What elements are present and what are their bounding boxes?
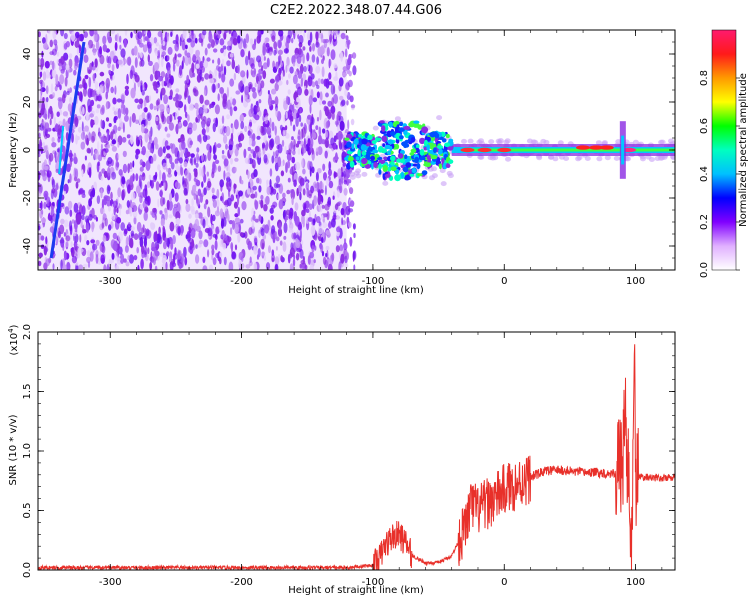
snr-y-tick-label: 2.0 xyxy=(22,324,33,340)
colorbar-frame xyxy=(711,29,737,271)
snr-x-tick-label: 0 xyxy=(501,577,507,588)
spectrogram-y-tick-label: -40 xyxy=(22,238,33,254)
main-spectral-band xyxy=(344,115,675,187)
spectrogram-xlabel: Height of straight line (km) xyxy=(288,285,424,296)
colorbar-gradient xyxy=(712,30,736,270)
spectrogram-x-tick-label: -300 xyxy=(99,276,122,287)
spectrogram-x-tick-label: 0 xyxy=(501,276,507,287)
colorbar-tick-label: 0.2 xyxy=(699,214,710,230)
snr-yscale-label: (x104) xyxy=(7,324,20,355)
snr-ticks: -300 -200 -100 0 100 0.0 0.5 1.0 1.5 2.0 xyxy=(22,324,675,588)
spectrogram-y-tick-label: -20 xyxy=(22,190,33,206)
spectrogram-y-tick-label: 40 xyxy=(22,48,33,61)
snr-y-tick-label: 0.0 xyxy=(22,562,33,578)
snr-x-tick-label: 100 xyxy=(626,577,645,588)
snr-yscale-base: (x10 xyxy=(9,333,20,356)
spectrogram-y-tick-label: 0 xyxy=(22,147,33,153)
snr-ylabel: SNR (10 * v/v) xyxy=(8,414,19,485)
snr-yscale-exp: 4 xyxy=(7,328,15,333)
snr-x-tick-label: -200 xyxy=(230,577,253,588)
colorbar-tick-label: 0.8 xyxy=(699,70,710,86)
snr-y-tick-label: 0.5 xyxy=(22,503,33,519)
colorbar: 0.0 0.2 0.4 0.6 0.8 Normalized spectral ampl… xyxy=(699,29,749,278)
colorbar-label: Normalized spectral amplitude xyxy=(738,73,749,227)
svg-text:(x104): (x104) xyxy=(7,324,20,355)
snr-panel: -300 -200 -100 0 100 0.0 0.5 1.0 1.5 2.0 Height o… xyxy=(7,324,676,596)
spectrogram-x-tick-label: -100 xyxy=(362,276,385,287)
noise-speckle xyxy=(38,30,357,270)
colorbar-tick-label: 0.6 xyxy=(699,118,710,134)
snr-x-tick-label: -300 xyxy=(99,577,122,588)
spectrogram-heatmap xyxy=(38,30,675,270)
snr-y-tick-label: 1.0 xyxy=(22,443,33,459)
figure-title: C2E2.2022.348.07.44.G06 xyxy=(270,3,442,18)
spectrogram-ylabel: Frequency (Hz) xyxy=(8,112,19,188)
colorbar-tick-label: 0.4 xyxy=(699,166,710,182)
colorbar-tick-label: 0.0 xyxy=(699,262,710,278)
snr-y-tick-label: 1.5 xyxy=(22,384,33,400)
snr-frame xyxy=(37,331,676,571)
snr-x-tick-label: -100 xyxy=(362,577,385,588)
snr-xlabel: Height of straight line (km) xyxy=(288,585,424,596)
spectrogram-x-tick-label: -200 xyxy=(230,276,253,287)
diagonal-streak xyxy=(49,41,86,259)
snr-series-line xyxy=(38,344,675,570)
spectrogram-y-tick-label: 20 xyxy=(22,96,33,109)
spectrogram-x-tick-label: 100 xyxy=(626,276,645,287)
colorbar-ticks: 0.0 0.2 0.4 0.6 0.8 xyxy=(699,70,740,278)
